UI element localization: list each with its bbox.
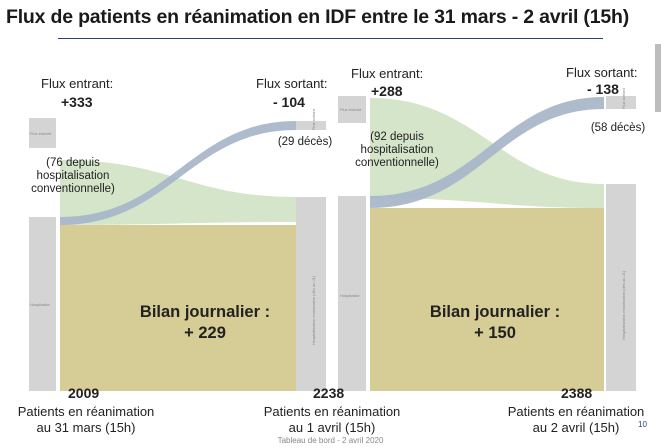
flux-entrant-value-2: +288 bbox=[371, 83, 403, 99]
node-label-flux-sortant-2: Flux sortant bbox=[621, 88, 626, 109]
node-label-reanimation-2: Hospitalisation réanimation (dès au J1) bbox=[621, 270, 626, 340]
node-label-flux-sortant-1: Flux sortant bbox=[311, 109, 316, 130]
flow-stock-2 bbox=[370, 208, 604, 391]
node-label-flux-entrant-2: Flux entrant bbox=[340, 107, 362, 112]
node-hospitalise-2 bbox=[338, 196, 366, 391]
end-count-2: 2388 bbox=[561, 385, 593, 401]
node-label-flux-entrant-1: Flux entrant bbox=[30, 131, 52, 136]
flux-sortant-value-1: - 104 bbox=[273, 94, 305, 110]
node-flux-sortant-1 bbox=[296, 121, 326, 130]
end-count-1: 2238 bbox=[313, 385, 345, 401]
flux-sortant-label-2: Flux sortant: bbox=[566, 65, 638, 80]
flux-sortant-label-1: Flux sortant: bbox=[256, 76, 328, 91]
node-hospitalise-1 bbox=[29, 217, 56, 391]
flow-outgoing-1 bbox=[60, 121, 296, 225]
edge-bar bbox=[655, 44, 661, 112]
start-count: 2009 bbox=[68, 385, 100, 401]
footer-text: Tableau de bord - 2 avril 2020 bbox=[277, 436, 384, 445]
node-reanimation-1 bbox=[296, 197, 326, 391]
flux-entrant-label-1: Flux entrant: bbox=[41, 76, 114, 91]
node-reanimation-2 bbox=[606, 184, 636, 391]
node-flux-sortant-2 bbox=[606, 96, 636, 109]
flow-stock-1 bbox=[60, 225, 296, 391]
node-flux-entrant-1 bbox=[29, 118, 56, 148]
start-caption: Patients en réanimation au 31 mars (15h) bbox=[17, 404, 155, 435]
node-label-hospitalise-1: Hospitalisé bbox=[30, 302, 50, 307]
bilan-journalier-2: Bilan journalier : + 150 bbox=[429, 303, 561, 342]
bilan-journalier-1: Bilan journalier : + 229 bbox=[139, 303, 271, 342]
flux-sortant-value-2: - 138 bbox=[587, 81, 619, 97]
flux-entrant-value-1: +333 bbox=[61, 94, 93, 110]
flux-entrant-label-2: Flux entrant: bbox=[351, 66, 424, 81]
flux-entrant-note-2: (92 depuis hospitalisation conventionnel… bbox=[355, 131, 439, 169]
end-caption-1: Patients en réanimation au 1 avril (15h) bbox=[263, 404, 401, 435]
node-label-reanimation-1: Hospitalisation réanimation (dès au J1) bbox=[311, 275, 316, 345]
flow-outgoing-2 bbox=[370, 97, 604, 208]
title-underline bbox=[58, 38, 603, 39]
page-number: 10 bbox=[638, 420, 647, 429]
page-title: Flux de patients en réanimation en IDF e… bbox=[6, 6, 629, 28]
flux-sortant-note-2: (58 décès) bbox=[590, 122, 646, 134]
node-flux-entrant-2 bbox=[338, 96, 366, 123]
end-caption-2: Patients en réanimation au 2 avril (15h) bbox=[507, 404, 645, 435]
node-label-hospitalise-2: Hospitalisé bbox=[340, 293, 360, 298]
flux-sortant-note-1: (29 décès) bbox=[277, 136, 333, 148]
flux-entrant-note-1: (76 depuis hospitalisation conventionnel… bbox=[31, 157, 115, 195]
